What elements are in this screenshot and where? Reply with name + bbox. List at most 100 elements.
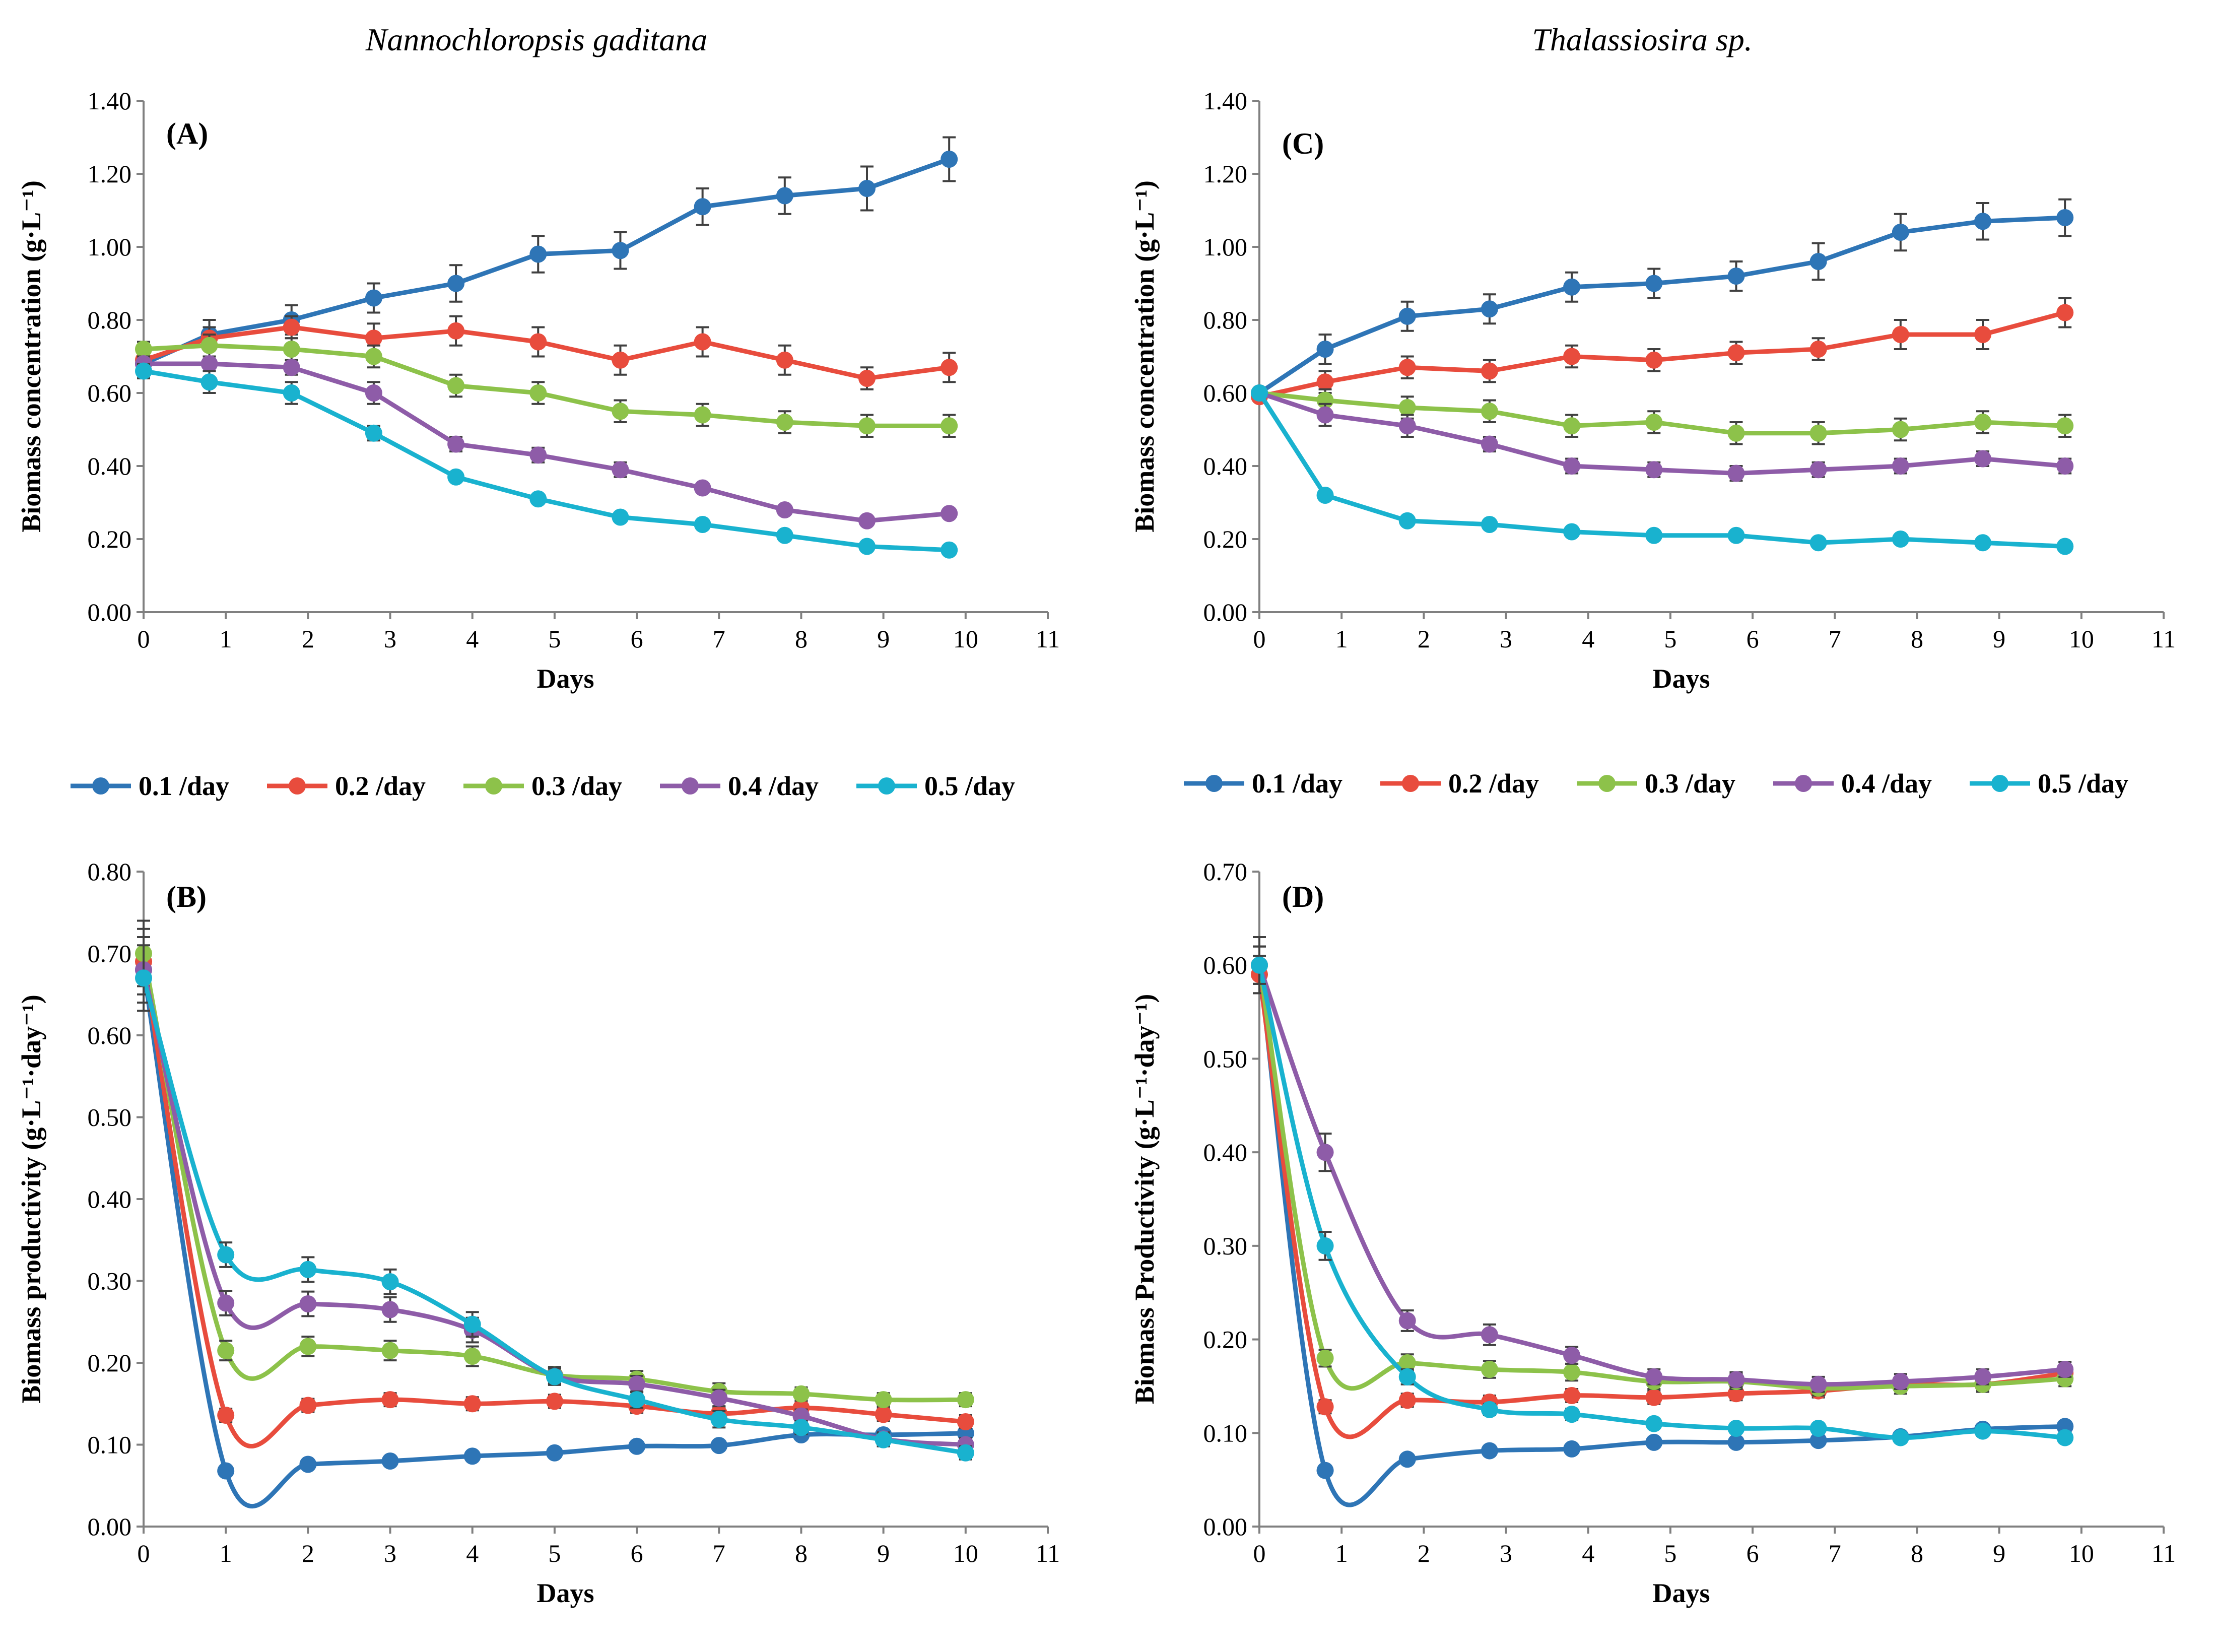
x-tick-label: 4: [466, 1539, 479, 1567]
data-point: [694, 516, 711, 533]
data-point: [1251, 956, 1268, 974]
data-point: [1892, 1373, 1909, 1391]
legend-item: 0.4 /day: [660, 771, 819, 801]
data-point: [135, 341, 152, 358]
series-line: [141, 325, 952, 381]
data-point: [1645, 275, 1663, 292]
data-point: [941, 359, 958, 376]
x-tick-label: 11: [2152, 1539, 2176, 1567]
x-tick-label: 4: [466, 625, 479, 653]
y-tick-label: 0.50: [88, 1103, 132, 1132]
x-tick-label: 1: [1335, 625, 1348, 653]
legend-item: 0.2 /day: [267, 771, 426, 801]
y-tick-label: 0.00: [1203, 1512, 1248, 1541]
data-point: [941, 505, 958, 522]
data-point: [1398, 1368, 1416, 1385]
data-point: [463, 1348, 481, 1365]
data-point: [299, 1397, 317, 1414]
legend-swatch-marker: [485, 777, 502, 795]
data-point: [381, 1342, 399, 1359]
data-point: [529, 490, 547, 508]
x-tick-label: 10: [2069, 1539, 2094, 1567]
data-point: [1316, 1349, 1334, 1367]
data-point: [447, 468, 465, 486]
data-point: [694, 406, 711, 424]
y-axis-title: Biomass concentration (g·L⁻¹): [1129, 180, 1160, 533]
data-point: [2056, 457, 2074, 475]
data-point: [875, 1406, 892, 1423]
data-point: [792, 1419, 810, 1436]
legend-item: 0.1 /day: [1184, 768, 1343, 799]
x-tick-label: 2: [1418, 625, 1430, 653]
legend-swatch-marker: [92, 777, 109, 795]
chart-b: 0.00 0.10 0.20 0.30 0.40 0.50 0.60 0.70 0.80 0 1 2 3…: [16, 857, 1060, 1608]
data-point: [1892, 421, 1909, 438]
y-tick-label: 1.40: [1203, 87, 1248, 115]
data-point: [858, 180, 876, 197]
data-point: [447, 377, 465, 394]
x-tick-label: 7: [713, 625, 725, 653]
data-point: [2056, 1361, 2074, 1378]
series-3: [135, 334, 958, 438]
legend-swatch-marker: [682, 777, 699, 795]
legend-label: 0.3 /day: [1645, 768, 1735, 799]
series-line: [1257, 215, 2067, 395]
x-tick-label: 8: [1911, 625, 1923, 653]
data-point: [1316, 487, 1334, 504]
x-tick-label: 8: [795, 625, 808, 653]
x-tick-label: 2: [1418, 1539, 1430, 1567]
data-point: [1974, 1422, 1991, 1440]
data-point: [694, 479, 711, 497]
data-point: [1481, 516, 1498, 533]
data-point: [1251, 384, 1268, 402]
x-tick-label: 0: [138, 625, 150, 653]
data-point: [365, 424, 382, 442]
data-point: [776, 351, 793, 369]
x-tick-label: 8: [1911, 1539, 1923, 1567]
y-tick-label: 0.60: [88, 379, 132, 407]
data-point: [217, 1246, 235, 1264]
x-tick-label: 6: [1747, 1539, 1759, 1567]
data-point: [1892, 224, 1909, 241]
data-point: [1645, 351, 1663, 369]
data-point: [628, 1375, 646, 1393]
data-point: [1727, 1420, 1745, 1437]
legend-swatch-marker: [878, 777, 895, 795]
data-point: [875, 1391, 892, 1409]
data-point: [1316, 1237, 1334, 1254]
data-point: [283, 341, 300, 358]
data-point: [1481, 300, 1498, 318]
legend-label: 0.3 /day: [531, 771, 622, 801]
data-point: [710, 1411, 728, 1428]
data-point: [694, 198, 711, 216]
x-axis-title: Days: [1652, 664, 1710, 694]
data-point: [1398, 307, 1416, 325]
data-point: [628, 1391, 646, 1409]
x-tick-label: 9: [877, 1539, 890, 1567]
data-point: [1645, 461, 1663, 479]
data-point: [941, 417, 958, 435]
column-title-right: Thalassiosira sp.: [1532, 22, 1752, 57]
y-tick-label: 1.00: [1203, 233, 1248, 261]
data-point: [1398, 399, 1416, 416]
data-point: [1316, 406, 1334, 424]
legend-label: 0.1 /day: [139, 771, 229, 801]
y-tick-label: 1.00: [88, 233, 132, 261]
legend-label: 0.1 /day: [1252, 768, 1343, 799]
data-point: [1563, 1440, 1581, 1458]
data-point: [1481, 435, 1498, 453]
x-tick-label: 7: [713, 1539, 725, 1567]
legend-swatch-marker: [1598, 775, 1616, 792]
data-point: [1974, 534, 1991, 552]
x-tick-label: 7: [1829, 625, 1841, 653]
legend-label: 0.2 /day: [1448, 768, 1539, 799]
data-point: [529, 446, 547, 464]
data-point: [1316, 1144, 1334, 1161]
data-point: [1645, 414, 1663, 431]
y-tick-label: 0.70: [1203, 857, 1248, 886]
data-point: [1398, 1312, 1416, 1330]
y-axis-title: Biomass productivity (g·L⁻¹·day⁻¹): [16, 995, 46, 1403]
data-point: [1727, 526, 1745, 544]
data-point: [1645, 1368, 1663, 1385]
